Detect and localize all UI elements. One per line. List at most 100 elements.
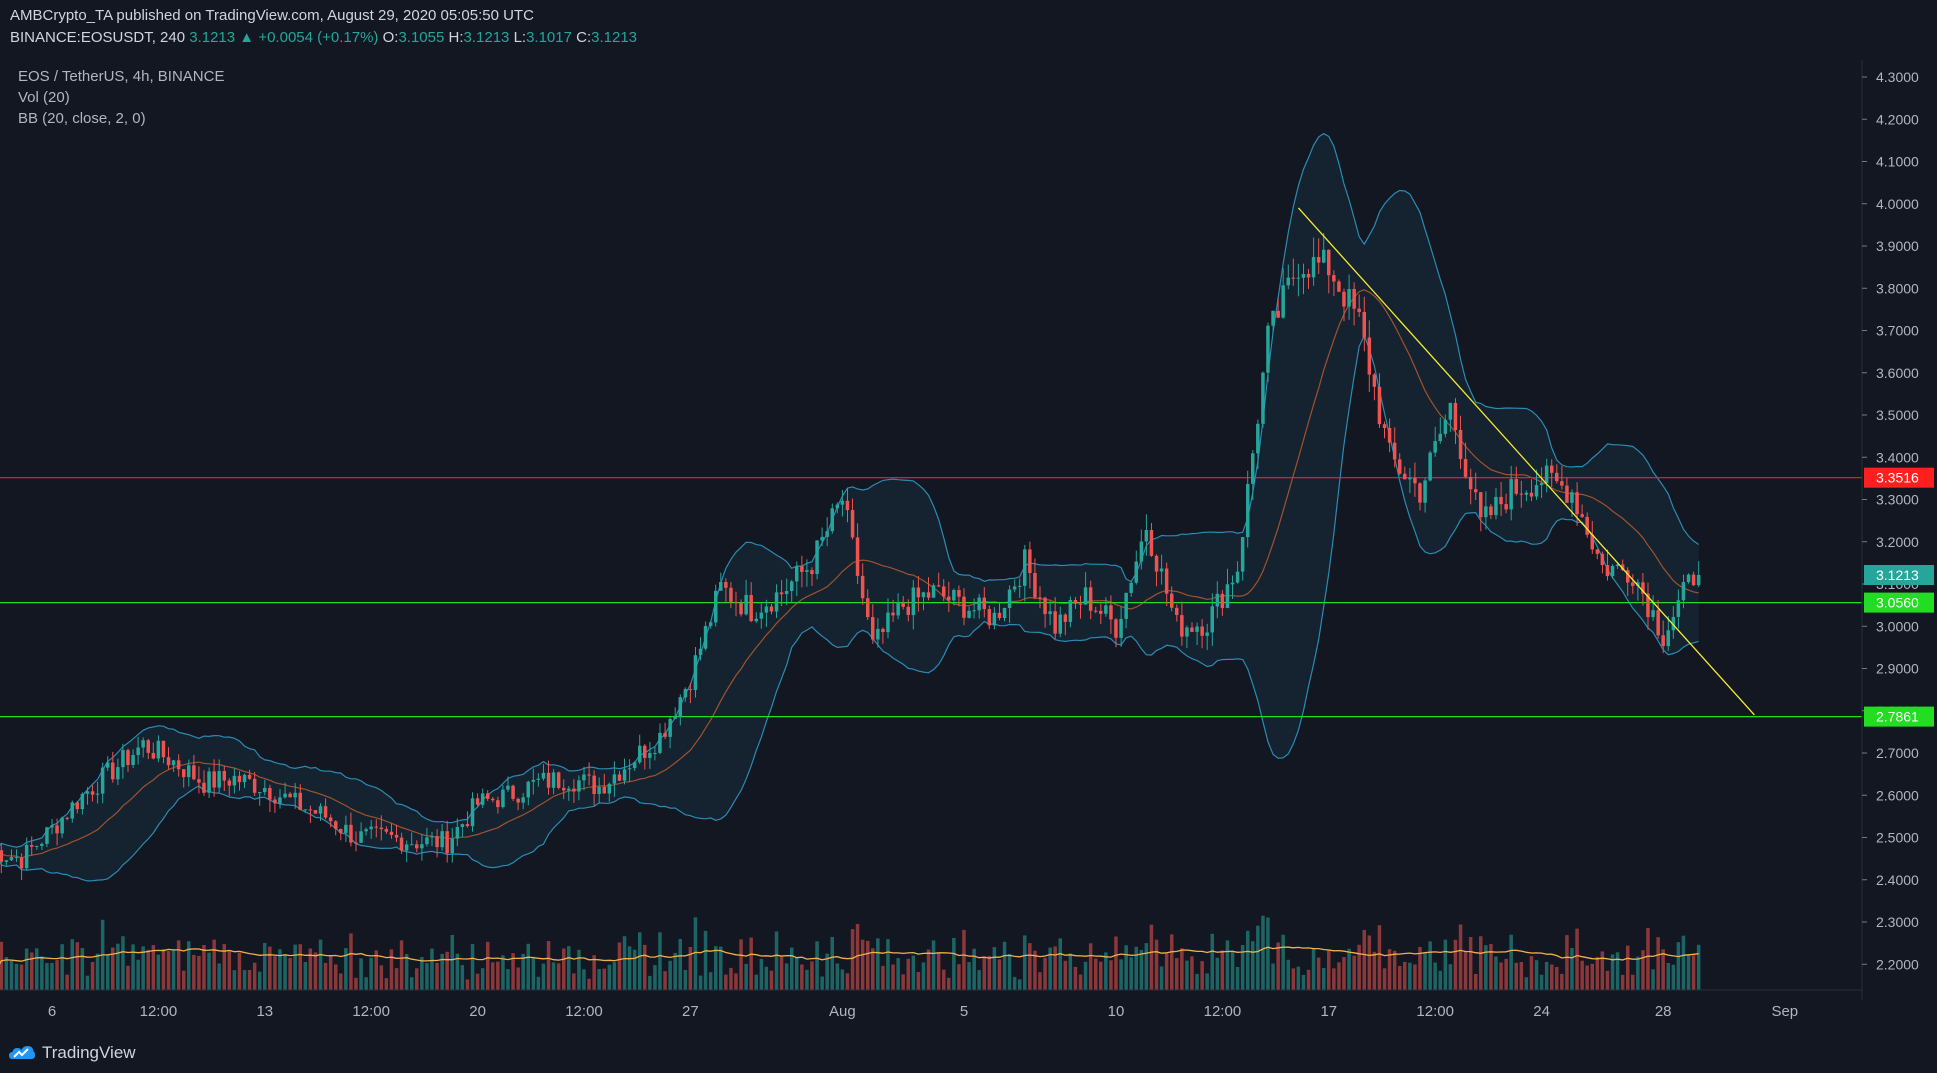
volume-bar: [1073, 966, 1078, 990]
volume-bar: [1164, 953, 1169, 990]
candle-body: [511, 785, 515, 799]
volume-bar: [1357, 944, 1361, 990]
volume-bar: [1448, 964, 1453, 990]
candle-body: [521, 797, 525, 803]
candle-body: [1322, 249, 1326, 263]
price-tick-label: 2.5000: [1876, 830, 1919, 846]
volume-bar: [1007, 954, 1012, 990]
candle-body: [50, 825, 54, 828]
candle-body: [1078, 603, 1083, 605]
price-tick-label: 3.5000: [1876, 407, 1919, 423]
volume-bar: [1585, 965, 1589, 990]
candle-body: [739, 602, 743, 615]
descending-trendline[interactable]: [1297, 207, 1755, 716]
volume-bar: [1200, 961, 1204, 990]
candle-body: [1170, 593, 1174, 608]
candle-body: [30, 845, 34, 847]
candlesticks: [0, 233, 1701, 880]
volume-bar: [273, 956, 277, 990]
candle-body: [942, 586, 946, 597]
tradingview-logo[interactable]: TradingView: [8, 1043, 136, 1063]
volume-bar: [1134, 946, 1138, 990]
volume-bar: [1038, 972, 1042, 990]
volume-bar: [156, 954, 161, 990]
volume-bar: [1063, 960, 1068, 990]
volume-bar: [399, 940, 404, 990]
trendline-segment: [1297, 207, 1755, 716]
volume-bar: [374, 950, 378, 990]
bollinger-indicator-label[interactable]: BB (20, close, 2, 0): [18, 110, 146, 127]
price-axis[interactable]: 4.3000 4.2000 4.1000 4.0000 3.9000 3.8000 3.70…: [1861, 60, 1919, 1000]
volume-bar: [35, 948, 39, 990]
volume-bar: [1398, 966, 1402, 990]
volume-bar: [354, 977, 358, 990]
volume-bar: [394, 968, 399, 990]
candle-body: [1681, 582, 1686, 601]
candle-body: [1180, 615, 1184, 637]
volume-bar: [612, 962, 617, 990]
candle-body: [1306, 274, 1311, 278]
volume-bar: [1681, 935, 1686, 990]
candle-body: [100, 767, 105, 794]
candle-body: [1423, 480, 1427, 503]
candle-body: [1281, 285, 1285, 318]
volume-bar: [1023, 935, 1027, 990]
volume-bar: [673, 952, 677, 990]
pair-title[interactable]: EOS / TetherUS, 4h, BINANCE: [18, 68, 225, 85]
candle-body: [582, 774, 586, 781]
volume-bar: [881, 965, 885, 990]
indicator-legend: EOS / TetherUS, 4h, BINANCE Vol (20) BB …: [18, 66, 224, 129]
candle-body: [65, 817, 69, 819]
volume-bar: [531, 956, 536, 990]
candle-body: [1038, 597, 1042, 599]
volume-bar: [1053, 946, 1057, 990]
candle-body: [278, 797, 282, 804]
candle-body: [820, 536, 824, 541]
volume-bar: [1205, 973, 1209, 990]
candle-body: [931, 585, 936, 598]
volume-bar: [546, 941, 551, 990]
volume-bar: [683, 970, 688, 990]
candle-body: [936, 585, 941, 587]
candle-body: [1413, 478, 1417, 484]
price-tick-label: 3.6000: [1876, 365, 1919, 381]
candle-body: [1073, 600, 1078, 604]
candle-body: [947, 596, 951, 601]
volume-bar: [936, 952, 941, 990]
volume-bar: [622, 936, 627, 990]
candle-body: [460, 824, 465, 827]
candle-body: [349, 824, 353, 843]
volume-indicator-label[interactable]: Vol (20): [18, 89, 70, 106]
volume-bar: [1453, 939, 1458, 990]
volume-bar: [252, 962, 257, 990]
time-axis[interactable]: 6 12:00 13 12:00 20 12:00 27 Aug 5 10 12:00 17 12:00…: [0, 989, 1862, 1020]
candle-body: [693, 655, 698, 691]
volume-bar: [627, 946, 632, 990]
volume-bar: [1266, 917, 1270, 990]
volume-bar: [217, 963, 221, 990]
volume-bar: [1088, 943, 1093, 990]
volume-bar: [486, 941, 490, 990]
candle-body: [1636, 582, 1640, 586]
candle-body: [607, 783, 612, 794]
volume-bar: [850, 929, 855, 990]
volume-bar: [562, 948, 566, 990]
volume-bar: [202, 945, 206, 990]
time-tick-label: 5: [960, 1003, 968, 1020]
volume-bar: [14, 963, 19, 990]
candle-body: [643, 745, 647, 758]
candle-body: [227, 780, 232, 786]
bollinger-basis: [0, 289, 1699, 859]
candle-body: [151, 752, 156, 759]
candle-body: [1555, 472, 1559, 482]
volume-bar: [328, 955, 333, 990]
volume-bar: [891, 964, 895, 990]
candle-body: [1220, 593, 1225, 609]
volume-bar: [440, 953, 444, 990]
candle-body: [1154, 555, 1159, 572]
volume-bar: [860, 939, 865, 990]
candle-body: [1048, 611, 1052, 615]
volume-bar: [1387, 949, 1392, 990]
open-label: O:: [382, 29, 399, 46]
